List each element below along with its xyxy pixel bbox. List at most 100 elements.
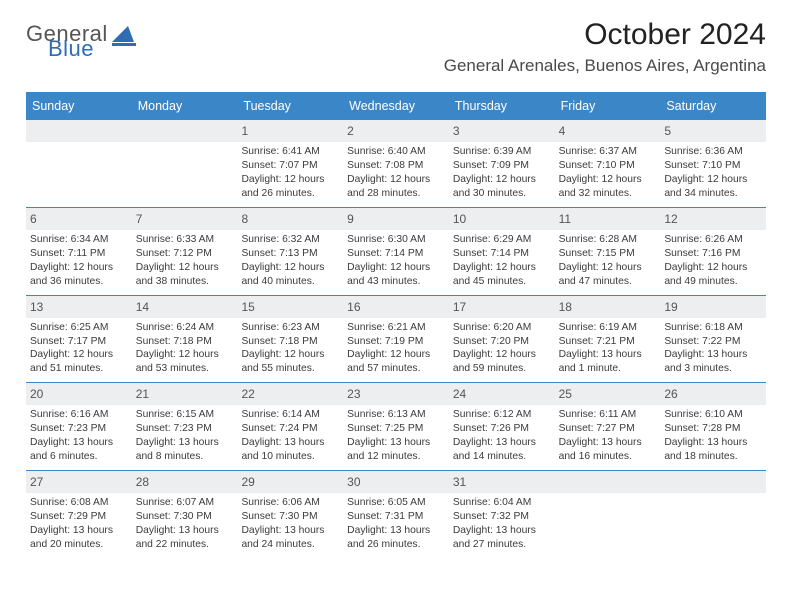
day2-line: and 12 minutes. [347,450,445,464]
day-number: 11 [555,208,661,230]
day2-line: and 28 minutes. [347,187,445,201]
week-row: 6Sunrise: 6:34 AMSunset: 7:11 PMDaylight… [26,208,766,296]
day-cell: 27Sunrise: 6:08 AMSunset: 7:29 PMDayligh… [26,471,132,558]
day-cell: 23Sunrise: 6:13 AMSunset: 7:25 PMDayligh… [343,383,449,470]
day2-line: and 43 minutes. [347,275,445,289]
day1-line: Daylight: 12 hours [347,348,445,362]
day-cell: 8Sunrise: 6:32 AMSunset: 7:13 PMDaylight… [237,208,343,295]
day2-line: and 26 minutes. [347,538,445,552]
week-row: 20Sunrise: 6:16 AMSunset: 7:23 PMDayligh… [26,383,766,471]
day-cell: 18Sunrise: 6:19 AMSunset: 7:21 PMDayligh… [555,296,661,383]
sunset-line: Sunset: 7:18 PM [241,335,339,349]
day-number: 3 [449,120,555,142]
day-number: 14 [132,296,238,318]
day-number: 18 [555,296,661,318]
sunset-line: Sunset: 7:14 PM [347,247,445,261]
sunrise-line: Sunrise: 6:39 AM [453,145,551,159]
header: General Blue October 2024 General Arenal… [26,18,766,82]
weekday-header: Saturday [660,92,766,120]
day-number: 19 [660,296,766,318]
day-number: 2 [343,120,449,142]
weekday-header: Friday [555,92,661,120]
sunrise-line: Sunrise: 6:20 AM [453,321,551,335]
day-cell: 7Sunrise: 6:33 AMSunset: 7:12 PMDaylight… [132,208,238,295]
sunset-line: Sunset: 7:22 PM [664,335,762,349]
day-cell: 15Sunrise: 6:23 AMSunset: 7:18 PMDayligh… [237,296,343,383]
day2-line: and 18 minutes. [664,450,762,464]
day2-line: and 32 minutes. [559,187,657,201]
day1-line: Daylight: 12 hours [347,173,445,187]
day-number: 31 [449,471,555,493]
day2-line: and 53 minutes. [136,362,234,376]
sunset-line: Sunset: 7:19 PM [347,335,445,349]
day-cell: 10Sunrise: 6:29 AMSunset: 7:14 PMDayligh… [449,208,555,295]
weekday-header: Wednesday [343,92,449,120]
day-cell: 30Sunrise: 6:05 AMSunset: 7:31 PMDayligh… [343,471,449,558]
sunrise-line: Sunrise: 6:12 AM [453,408,551,422]
sunset-line: Sunset: 7:12 PM [136,247,234,261]
day1-line: Daylight: 13 hours [136,436,234,450]
day1-line: Daylight: 13 hours [241,436,339,450]
sunrise-line: Sunrise: 6:34 AM [30,233,128,247]
day2-line: and 55 minutes. [241,362,339,376]
title-block: October 2024 General Arenales, Buenos Ai… [444,18,766,76]
day1-line: Daylight: 12 hours [664,261,762,275]
day1-line: Daylight: 12 hours [559,173,657,187]
day-cell: 1Sunrise: 6:41 AMSunset: 7:07 PMDaylight… [237,120,343,207]
sunset-line: Sunset: 7:23 PM [30,422,128,436]
sunrise-line: Sunrise: 6:37 AM [559,145,657,159]
day-number: 20 [26,383,132,405]
sunrise-line: Sunrise: 6:32 AM [241,233,339,247]
sunset-line: Sunset: 7:17 PM [30,335,128,349]
day-cell [555,471,661,558]
sunrise-line: Sunrise: 6:06 AM [241,496,339,510]
day2-line: and 49 minutes. [664,275,762,289]
day-number: 10 [449,208,555,230]
day2-line: and 10 minutes. [241,450,339,464]
sunset-line: Sunset: 7:20 PM [453,335,551,349]
day1-line: Daylight: 12 hours [453,348,551,362]
weekday-header: Tuesday [237,92,343,120]
week-row: 27Sunrise: 6:08 AMSunset: 7:29 PMDayligh… [26,471,766,558]
day-number: 15 [237,296,343,318]
sunset-line: Sunset: 7:13 PM [241,247,339,261]
day-cell: 20Sunrise: 6:16 AMSunset: 7:23 PMDayligh… [26,383,132,470]
empty-day-bar [660,471,766,493]
sunset-line: Sunset: 7:08 PM [347,159,445,173]
day1-line: Daylight: 12 hours [136,261,234,275]
day2-line: and 1 minute. [559,362,657,376]
day-number: 25 [555,383,661,405]
day1-line: Daylight: 13 hours [559,348,657,362]
day-number: 24 [449,383,555,405]
sunrise-line: Sunrise: 6:05 AM [347,496,445,510]
sunrise-line: Sunrise: 6:14 AM [241,408,339,422]
sunset-line: Sunset: 7:24 PM [241,422,339,436]
day1-line: Daylight: 12 hours [30,348,128,362]
sunrise-line: Sunrise: 6:41 AM [241,145,339,159]
day-cell: 13Sunrise: 6:25 AMSunset: 7:17 PMDayligh… [26,296,132,383]
day1-line: Daylight: 12 hours [664,173,762,187]
sunrise-line: Sunrise: 6:11 AM [559,408,657,422]
empty-day-bar [132,120,238,142]
day2-line: and 38 minutes. [136,275,234,289]
sunrise-line: Sunrise: 6:28 AM [559,233,657,247]
day2-line: and 3 minutes. [664,362,762,376]
sunset-line: Sunset: 7:27 PM [559,422,657,436]
day2-line: and 16 minutes. [559,450,657,464]
sunset-line: Sunset: 7:30 PM [241,510,339,524]
day2-line: and 24 minutes. [241,538,339,552]
sunset-line: Sunset: 7:25 PM [347,422,445,436]
day2-line: and 6 minutes. [30,450,128,464]
day-cell: 11Sunrise: 6:28 AMSunset: 7:15 PMDayligh… [555,208,661,295]
sunrise-line: Sunrise: 6:19 AM [559,321,657,335]
sunrise-line: Sunrise: 6:04 AM [453,496,551,510]
day-number: 8 [237,208,343,230]
sunrise-line: Sunrise: 6:36 AM [664,145,762,159]
day1-line: Daylight: 13 hours [136,524,234,538]
day1-line: Daylight: 13 hours [347,436,445,450]
sunset-line: Sunset: 7:09 PM [453,159,551,173]
logo: General Blue [26,18,138,60]
day-number: 4 [555,120,661,142]
day-number: 1 [237,120,343,142]
day-number: 28 [132,471,238,493]
